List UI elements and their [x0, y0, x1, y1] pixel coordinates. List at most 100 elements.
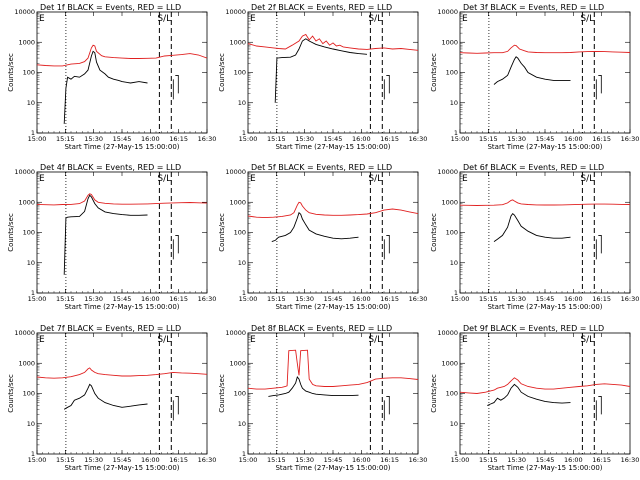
- x-tick-label: 15:15: [479, 135, 498, 143]
- x-tick-label: 16:00: [564, 135, 583, 143]
- series-line-events: [271, 211, 359, 243]
- y-axis-label: Counts/sec: [7, 53, 15, 92]
- y-tick-label: 10: [450, 259, 458, 267]
- detector-panel-9: Det 9f BLACK = Events, RED = LLD 15:00 15:…: [430, 324, 640, 472]
- x-tick-label: 15:30: [84, 135, 103, 143]
- y-tick-label: 10000: [437, 8, 458, 16]
- x-tick-label: 15:15: [56, 456, 75, 464]
- x-tick-label: 16:30: [621, 456, 640, 464]
- x-tick-label: 16:15: [169, 135, 188, 143]
- plot-frame: [247, 11, 419, 134]
- y-tick-label: 10: [450, 420, 458, 428]
- x-tick-label: 16:15: [592, 135, 611, 143]
- x-tick-label: 15:00: [451, 135, 470, 143]
- x-tick-label: 15:00: [451, 295, 470, 303]
- x-tick-label: 16:15: [380, 135, 399, 143]
- x-tick-label: 16:30: [621, 295, 640, 303]
- x-tick-label: 15:15: [56, 295, 75, 303]
- x-tick-label: 15:00: [451, 456, 470, 464]
- y-tick-label: 100: [446, 229, 458, 237]
- y-tick-label: 10: [27, 259, 35, 267]
- x-axis-label: Start Time (27-May-15 15:00:00): [487, 464, 602, 472]
- panel-title: Det 1f BLACK = Events, RED = LLD: [40, 3, 181, 12]
- x-tick-label: 15:15: [267, 456, 286, 464]
- plot-area: [37, 333, 207, 454]
- y-tick-label: 1000: [18, 359, 35, 367]
- detector-panel-5: Det 5f BLACK = Events, RED = LLD 15:00 15:…: [218, 163, 427, 311]
- plot-frame: [459, 11, 631, 134]
- y-tick-label: 1000: [229, 359, 246, 367]
- y-tick-label: 1000: [441, 359, 458, 367]
- y-tick-label: 100: [23, 229, 35, 237]
- eclipse-marker-label: E: [250, 174, 256, 184]
- eclipse-marker-label: E: [39, 335, 45, 345]
- x-axis-label: Start Time (27-May-15 15:00:00): [487, 143, 602, 151]
- y-tick-label: 100: [446, 390, 458, 398]
- y-tick-label: 10000: [437, 329, 458, 337]
- x-tick-label: 15:45: [324, 135, 343, 143]
- series-line-lld: [37, 367, 207, 379]
- detector-panel-1: Det 1f BLACK = Events, RED = LLD 15:00 15:…: [7, 3, 216, 151]
- plot-frame: [247, 171, 419, 294]
- y-tick-label: 10000: [225, 329, 246, 337]
- x-tick-label: 16:00: [352, 135, 371, 143]
- y-tick-label: 1: [242, 289, 246, 297]
- saa-marker-label: S/L: [368, 335, 382, 345]
- eclipse-marker-label: E: [39, 14, 45, 24]
- y-tick-label: 1000: [441, 38, 458, 46]
- y-tick-label: 10000: [437, 168, 458, 176]
- x-axis-label: Start Time (27-May-15 15:00:00): [64, 303, 179, 311]
- detector-panel-6: Det 6f BLACK = Events, RED = LLD 15:00 15:…: [430, 163, 640, 311]
- saa-marker-label: S/L: [157, 335, 171, 345]
- x-tick-label: 16:30: [198, 295, 217, 303]
- x-tick-label: 15:45: [324, 456, 343, 464]
- slew-bracket-mark: [595, 396, 602, 421]
- x-tick-label: 15:45: [536, 135, 555, 143]
- series-line-lld: [37, 193, 207, 206]
- y-tick-label: 100: [446, 69, 458, 77]
- x-tick-label: 15:45: [113, 456, 132, 464]
- x-axis-label: Start Time (27-May-15 15:00:00): [275, 464, 390, 472]
- x-tick-label: 15:30: [84, 295, 103, 303]
- panel-title: Det 3f BLACK = Events, RED = LLD: [463, 3, 604, 12]
- y-tick-label: 10000: [14, 329, 35, 337]
- x-tick-label: 16:00: [352, 456, 371, 464]
- y-axis-label: Counts/sec: [218, 213, 226, 252]
- x-axis-label: Start Time (27-May-15 15:00:00): [275, 143, 390, 151]
- y-tick-label: 1: [454, 129, 458, 137]
- y-tick-label: 10: [238, 99, 246, 107]
- saa-marker-label: S/L: [157, 14, 171, 24]
- y-tick-label: 10000: [14, 8, 35, 16]
- x-tick-label: 15:45: [113, 295, 132, 303]
- detector-panel-8: Det 8f BLACK = Events, RED = LLD 15:00 15:…: [218, 324, 427, 472]
- eclipse-marker-label: E: [39, 174, 45, 184]
- series-line-lld: [460, 44, 630, 54]
- series-line-events: [487, 383, 571, 406]
- slew-bracket-mark: [383, 235, 390, 260]
- y-tick-label: 10: [27, 420, 35, 428]
- x-tick-label: 15:15: [267, 295, 286, 303]
- y-tick-label: 1: [31, 289, 35, 297]
- y-tick-label: 100: [234, 69, 246, 77]
- panel-title: Det 6f BLACK = Events, RED = LLD: [463, 163, 604, 172]
- x-tick-label: 15:00: [239, 456, 258, 464]
- slew-bracket-mark: [172, 396, 179, 421]
- x-tick-label: 15:15: [56, 135, 75, 143]
- x-tick-label: 15:45: [113, 135, 132, 143]
- x-tick-label: 16:00: [141, 135, 160, 143]
- plot-area: [460, 333, 630, 454]
- series-line-lld: [248, 201, 418, 219]
- x-tick-label: 16:30: [198, 456, 217, 464]
- slew-bracket-mark: [383, 396, 390, 421]
- y-tick-label: 1000: [18, 38, 35, 46]
- series-line-events: [63, 383, 148, 410]
- eclipse-marker-label: E: [250, 14, 256, 24]
- y-axis-label: Counts/sec: [218, 374, 226, 413]
- x-tick-label: 16:15: [592, 295, 611, 303]
- x-tick-label: 15:45: [324, 295, 343, 303]
- x-tick-label: 15:30: [84, 456, 103, 464]
- plot-frame: [459, 332, 631, 455]
- y-tick-label: 100: [23, 390, 35, 398]
- x-tick-label: 15:45: [536, 295, 555, 303]
